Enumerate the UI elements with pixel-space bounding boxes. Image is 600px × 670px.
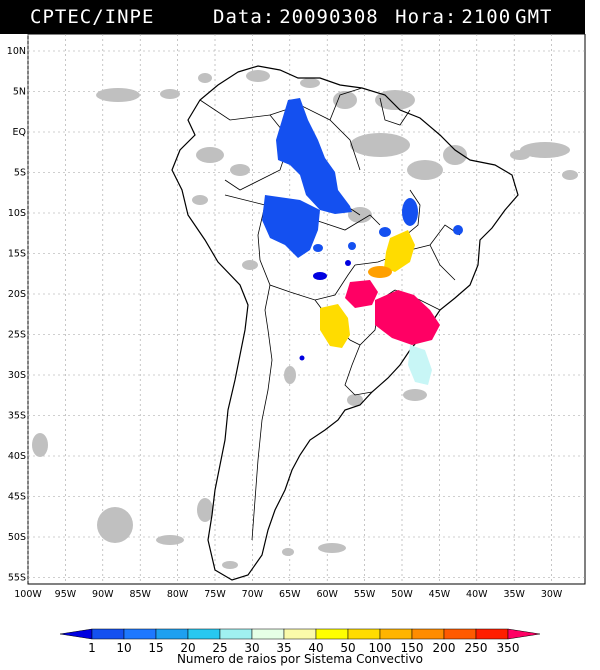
map-header: CPTEC/INPE Data: 20090308 Hora: 2100 GMT (0, 0, 585, 34)
lat-label: 50S (8, 532, 26, 543)
colorbar-tick-label: 100 (369, 641, 392, 652)
lightning-orange (368, 266, 392, 278)
colorbar-tick-label: 15 (148, 641, 163, 652)
latitude-labels: 10N 5N EQ 5S 10S 15S 20S 25S 30S 35S 40S 45S 50S 55S (7, 46, 26, 584)
lon-label: 55W (354, 589, 376, 600)
lightning-magenta (345, 280, 440, 345)
colorbar-swatch (91, 628, 125, 640)
lat-label: 5N (13, 87, 26, 98)
lon-label: 85W (129, 589, 151, 600)
colorbar-swatch (219, 628, 253, 640)
lat-label: 20S (8, 289, 26, 300)
lat-label: EQ (13, 127, 26, 138)
colorbar-swatch (379, 628, 413, 640)
colorbar-tick-label: 150 (401, 641, 424, 652)
lon-label: 75W (204, 589, 226, 600)
source-label: CPTEC/INPE (30, 6, 155, 28)
data-value: 20090308 (279, 6, 379, 28)
lat-label: 10N (7, 46, 26, 57)
colorbar-swatch (123, 628, 157, 640)
lightning-map: 10N5NEQ5S10S15S20S25S30S35S40S45S50S55S … (7, 34, 586, 652)
colorbar-swatch (443, 628, 477, 640)
lightning-yellow (320, 230, 415, 348)
colorbar-tick-label: 250 (465, 641, 488, 652)
colorbar-tick-label: 40 (308, 641, 323, 652)
lat-label: 35S (8, 411, 26, 422)
lat-label: 15S (8, 249, 26, 260)
colorbar-tick-label: 200 (433, 641, 456, 652)
lightning-cyan (408, 345, 432, 385)
date-time-label: Data: 20090308 Hora: 2100 GMT (213, 6, 556, 28)
lon-label: 35W (503, 589, 525, 600)
south-america-coastline (171, 65, 519, 581)
colorbar-tick-label: 10 (116, 641, 131, 652)
data-label: Data: (213, 6, 276, 28)
lon-label: 90W (92, 589, 114, 600)
colorbar-tick-label: 50 (340, 641, 355, 652)
colorbar-swatch (59, 628, 93, 640)
colorbar-tick-label: 350 (497, 641, 520, 652)
lon-label: 45W (429, 589, 451, 600)
hora-value: 2100 (461, 6, 512, 28)
colorbar-swatch (347, 628, 381, 640)
colorbar-tick-label: 35 (276, 641, 291, 652)
colorbar: 1 10 15 20 25 30 35 40 50 100 150 200 250 350 (59, 628, 541, 652)
hora-label: Hora: (395, 6, 458, 28)
lightning-dark-blue-small (299, 355, 305, 361)
colorbar-swatch (315, 628, 349, 640)
colorbar-swatch (507, 628, 541, 640)
lon-label: 30W (541, 589, 563, 600)
lon-label: 70W (242, 589, 264, 600)
lat-label: 5S (14, 168, 26, 179)
lat-label: 45S (8, 492, 26, 503)
lon-label: 95W (55, 589, 77, 600)
colorbar-tick-label: 20 (180, 641, 195, 652)
colorbar-swatch (283, 628, 317, 640)
lon-label: 100W (14, 589, 42, 600)
colorbar-tick-label: 25 (212, 641, 227, 652)
colorbar-caption: Numero de raios por Sistema Convectivo (176, 652, 424, 666)
colorbar-swatch (187, 628, 221, 640)
lat-label: 25S (8, 330, 26, 341)
colorbar-tick-label: 30 (244, 641, 259, 652)
colorbar-swatch (155, 628, 189, 640)
longitude-labels: 100W 95W 90W 85W 80W 75W 70W 65W 60W 55W 50W 45W 40W… (14, 589, 563, 600)
lightning-dark-blue (313, 260, 351, 280)
colorbar-swatch (251, 628, 285, 640)
lon-label: 40W (466, 589, 488, 600)
lon-label: 80W (167, 589, 189, 600)
lat-label: 30S (8, 370, 26, 381)
lat-label: 10S (8, 208, 26, 219)
colorbar-swatch (411, 628, 445, 640)
lat-label: 40S (8, 451, 26, 462)
colorbar-tick-label: 1 (88, 641, 96, 652)
lat-label: 55S (8, 573, 26, 584)
colorbar-swatch (475, 628, 509, 640)
timezone-label: GMT (515, 6, 553, 28)
lon-label: 65W (279, 589, 301, 600)
lon-label: 50W (391, 589, 413, 600)
lon-label: 60W (316, 589, 338, 600)
lightning-blue-north (262, 98, 463, 258)
